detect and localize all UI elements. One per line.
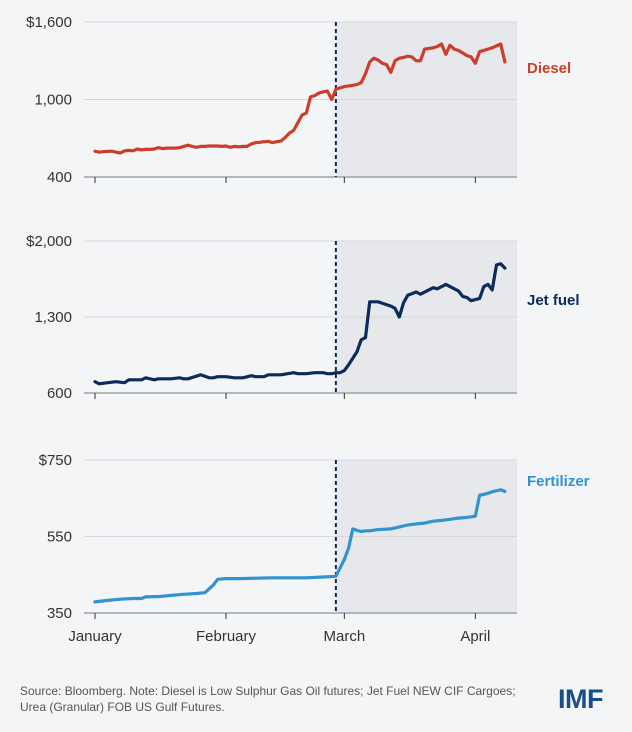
fertilizer-series-line [93,488,507,604]
x-tick-label: April [460,628,490,645]
fertilizer-y-tick-label: 550 [47,529,72,546]
fertilizer-y-tick-label: $750 [39,452,72,469]
jet-fuel-y-tick-label: 1,300 [34,309,72,326]
jet-fuel-series-line [93,262,507,386]
jet-fuel-y-tick-label: $2,000 [26,233,72,250]
fertilizer-y-tick-label: 350 [47,605,72,622]
jet-fuel-y-tick-label: 600 [47,385,72,402]
source-note: Source: Bloomberg. Note: Diesel is Low S… [20,684,516,714]
diesel-series-label: Diesel [527,60,571,77]
chart-figure: $1,600 1,000 400 Diesel $2,000 1,300 600 Jet fu… [26,14,590,645]
jet-fuel-series-label: Jet fuel [527,292,580,309]
diesel-series-line [93,42,507,155]
diesel-y-tick-label: $1,600 [26,14,72,31]
fertilizer-series-label: Fertilizer [527,473,590,490]
x-tick-label: February [196,628,257,645]
x-tick-label: March [323,628,365,645]
x-tick-label: January [68,628,122,645]
imf-logo: IMF [558,684,604,714]
diesel-y-tick-label: 400 [47,169,72,186]
diesel-y-tick-label: 1,000 [34,92,72,109]
